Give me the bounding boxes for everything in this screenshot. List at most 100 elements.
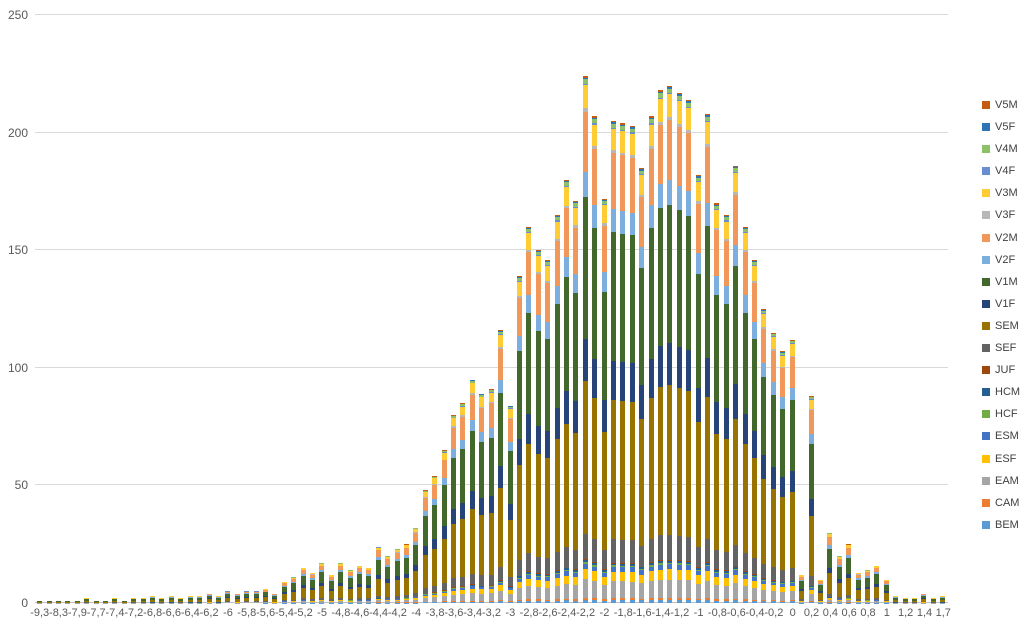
bar-segment-ESF [836,599,842,601]
bar-segment-V1F [375,574,381,580]
bar-segment-EAM [761,589,767,601]
legend-label: V2F [995,253,1016,266]
bar-segment-EAM [460,594,466,602]
bar-segment-ESM [761,580,767,584]
stacked-bar [84,598,90,603]
bar-segment-SEM [46,602,52,603]
bar-slot [487,15,496,603]
bar-segment-ESM [422,594,428,596]
bar-segment-SEF [385,596,391,600]
bar-segment-CAM [516,599,522,602]
bar-segment-ESF [432,594,438,598]
bar-segment-SEM [799,591,805,600]
bar-segment-SEM [507,519,513,578]
bar-segment-BEM [479,601,485,603]
bar-segment-V5F [460,403,466,405]
stacked-bar [187,596,193,603]
legend-item-V5F: V5F [982,121,1020,133]
bar-segment-V3F [780,366,786,369]
stacked-bar [291,577,297,603]
stacked-bar [46,600,52,603]
bar-segment-EAM [846,600,852,603]
bar-segment-EAM [291,601,297,603]
bar-segment-HCM [610,563,616,566]
bar-segment-V2M [159,598,165,600]
bar-slot [731,15,740,603]
bar-segment-SEF [676,535,682,561]
bar-segment-SEF [432,586,438,593]
bar-segment-V2F [309,578,315,580]
bar-slot [44,15,53,603]
bar-segment-SEF [262,601,268,602]
bar-segment-SEM [620,400,626,540]
bar-segment-V2F [394,558,400,562]
stacked-bar [723,215,729,603]
bar-segment-SEM [366,588,372,599]
bar-segment-V4F [780,354,786,356]
bar-segment-V2F [319,570,325,573]
bar-segment-V5M [601,198,607,200]
bar-segment-HCM [601,569,607,572]
bar-segment-HCM [498,580,504,582]
bar-segment-BEM [808,601,814,603]
bar-segment-V5M [714,203,720,205]
bar-segment-V2M [460,416,466,440]
bar-segment-SEM [168,600,174,603]
bar-slot [675,15,684,603]
bar-segment-EAM [855,601,861,603]
bar-segment-V3F [479,406,485,408]
bar-segment-V3M [582,85,588,109]
bar-segment-EAM [676,580,682,598]
bar-segment-BEM [545,600,551,603]
bar-slot [91,15,100,603]
bar-segment-V1M [770,394,776,468]
bar-segment-V4M [535,252,541,256]
bar-segment-V2M [921,594,927,596]
bar-segment-ESF [366,600,372,602]
bar-segment-V4M [658,93,664,98]
bar-segment-V4F [695,181,701,183]
x-tick-label: -5,6 [256,607,276,619]
bar-segment-ESM [789,583,795,586]
bar-segment-V5M [658,90,664,92]
legend-item-V3M: V3M [982,187,1020,199]
bar-segment-V2F [620,210,626,234]
bar-segment-V2M [357,568,363,573]
bar-segment-ESF [846,599,852,601]
bar-segment-V2F [770,381,776,395]
bar-segment-ESM [808,587,814,590]
bar-segment-V2F [808,433,814,444]
bar-slot [101,15,110,603]
bar-segment-V2M [432,484,438,500]
legend-label: HCM [995,386,1021,399]
bar-segment-V2F [253,593,259,594]
bar-segment-V3M [244,591,250,593]
bar-slot [392,15,401,603]
bar-segment-V3M [291,577,297,579]
bar-segment-V1F [770,467,776,489]
bar-segment-V4F [526,232,532,234]
bar-segment-V4F [601,204,607,206]
bar-segment-CAM [723,599,729,601]
bar-segment-V2F [705,202,711,227]
bar-segment-V3F [733,192,739,196]
bar-segment-ESF [686,570,692,581]
bar-slot [270,15,279,603]
bar-slot [863,15,872,603]
bar-segment-V5F [526,227,532,230]
bar-segment-V3F [695,201,701,204]
bar-segment-HCF [516,577,522,579]
legend-label: V2M [995,231,1018,244]
bar-segment-V5M [639,168,645,170]
stacked-bar [535,250,541,603]
bar-segment-V2F [742,295,748,314]
bar-segment-V5F [789,340,795,342]
bar-segment-BEM [469,601,475,603]
bar-segment-V3M [817,579,823,581]
bar-segment-EAM [535,587,541,600]
bar-segment-V1M [300,575,306,586]
bar-segment-JUF [742,571,748,573]
bar-segment-SEM [836,583,842,597]
stacked-bar [272,593,278,603]
bar-segment-CAM [582,597,588,600]
